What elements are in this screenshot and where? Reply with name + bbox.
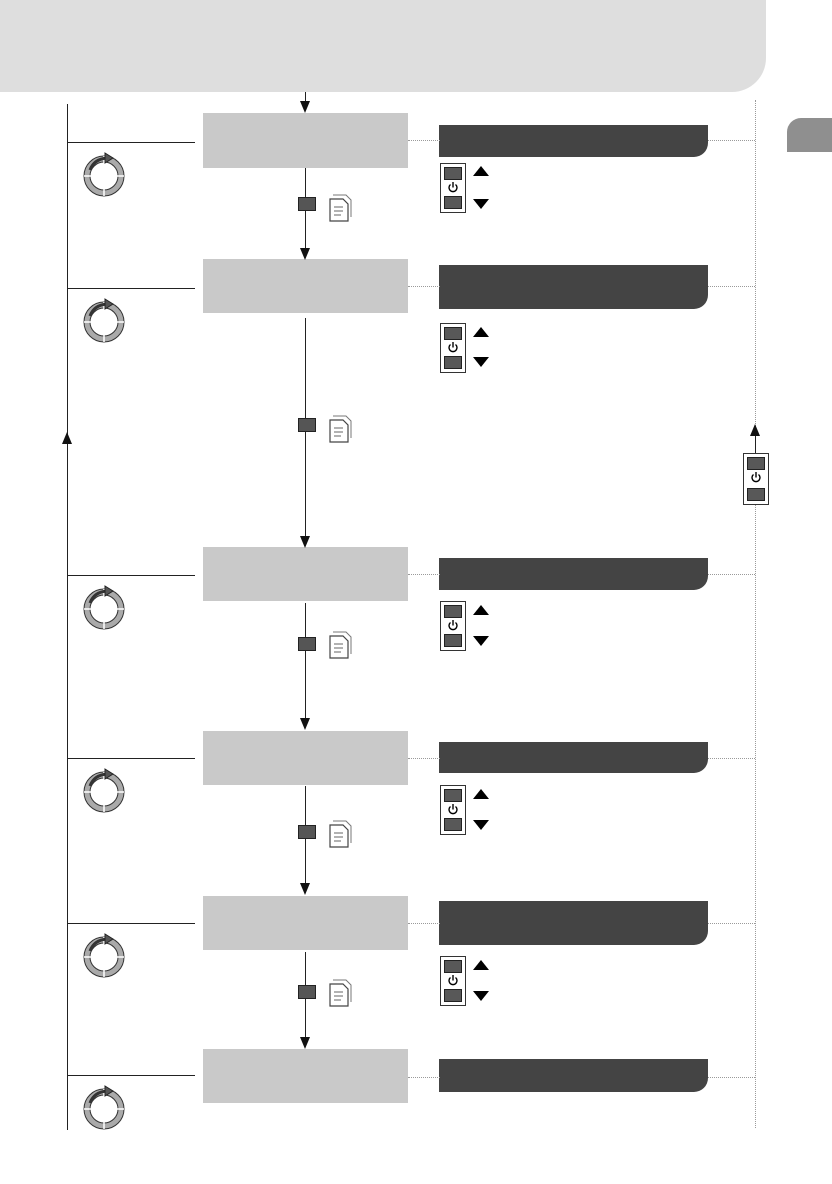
flow-line: [305, 603, 306, 723]
section-line: [67, 288, 195, 289]
down-button[interactable]: [444, 196, 462, 209]
right-dotted-border: [755, 100, 756, 1128]
section-line: [67, 142, 195, 143]
cycle-arrow-icon: [83, 933, 125, 978]
cycle-arrow-icon: [83, 152, 125, 197]
setting-bar-5: [439, 901, 708, 945]
connector: [708, 1077, 755, 1078]
section-line: [67, 923, 195, 924]
up-button[interactable]: [444, 605, 462, 618]
connector: [408, 758, 440, 759]
arrow-down-icon: [473, 636, 489, 646]
power-icon: [751, 472, 761, 483]
power-icon: [448, 975, 458, 986]
down-button[interactable]: [444, 356, 462, 369]
arrow-up-icon: [473, 960, 489, 970]
power-icon: [448, 342, 458, 353]
side-up-button[interactable]: [747, 457, 765, 470]
setting-bar-2: [439, 265, 708, 309]
side-control-panel: [743, 453, 769, 505]
arrow-down-icon: [473, 199, 489, 209]
control-panel-1: [440, 163, 466, 213]
connector: [408, 140, 440, 141]
section-line: [67, 575, 195, 576]
setting-bar-4: [439, 742, 708, 773]
document-pages-icon: [329, 979, 352, 1007]
document-pages-icon: [329, 415, 352, 443]
side-arrow-line: [755, 432, 756, 454]
stop-square-icon: [298, 985, 316, 999]
up-button[interactable]: [444, 167, 462, 180]
connector: [708, 923, 755, 924]
setting-bar-3: [439, 558, 708, 590]
arrow-down-icon: [473, 820, 489, 830]
power-icon: [448, 804, 458, 815]
setting-bar-1: [439, 125, 708, 157]
up-button[interactable]: [444, 327, 462, 340]
setting-bar-6: [439, 1059, 708, 1092]
flow-arrow-down-icon: [300, 718, 310, 730]
step-box-2: [203, 259, 408, 313]
arrow-up-icon: [473, 789, 489, 799]
arrow-down-icon: [473, 357, 489, 367]
arrow-up-icon: [473, 327, 489, 337]
down-button[interactable]: [444, 989, 462, 1002]
arrow-down-icon: [473, 991, 489, 1001]
flow-arrow-down-icon: [300, 883, 310, 895]
control-panel-5: [440, 956, 466, 1006]
arrow-up-icon: [473, 605, 489, 615]
step-box-3: [203, 547, 408, 601]
side-arrow-up-icon: [750, 424, 760, 436]
stop-square-icon: [298, 637, 316, 651]
header-band: [0, 0, 766, 92]
connector: [708, 758, 755, 759]
down-button[interactable]: [444, 634, 462, 647]
flow-arrow-down-icon: [300, 101, 310, 113]
step-box-4: [203, 731, 408, 785]
step-box-5: [203, 896, 408, 950]
cycle-arrow-icon: [83, 585, 125, 630]
side-down-button[interactable]: [747, 488, 765, 501]
connector: [408, 923, 440, 924]
control-panel-3: [440, 601, 466, 651]
power-icon: [448, 182, 458, 193]
cycle-arrow-icon: [83, 298, 125, 343]
return-line: [67, 104, 68, 1130]
page-tab: [787, 118, 832, 152]
control-panel-2: [440, 323, 466, 373]
flow-arrow-down-icon: [300, 248, 310, 260]
document-pages-icon: [329, 820, 352, 848]
connector: [408, 1077, 440, 1078]
document-pages-icon: [329, 194, 352, 222]
return-arrow-up-icon: [62, 432, 72, 444]
stop-square-icon: [298, 418, 316, 432]
up-button[interactable]: [444, 960, 462, 973]
connector: [408, 286, 440, 287]
flow-arrow-down-icon: [300, 536, 310, 548]
connector: [408, 574, 440, 575]
section-line: [67, 758, 195, 759]
stop-square-icon: [298, 825, 316, 839]
step-box-1: [203, 113, 408, 168]
cycle-arrow-icon: [83, 768, 125, 813]
arrow-up-icon: [473, 166, 489, 176]
up-button[interactable]: [444, 789, 462, 802]
control-panel-4: [440, 785, 466, 835]
flow-arrow-down-icon: [300, 1037, 310, 1049]
flow-line: [305, 92, 306, 106]
connector: [708, 574, 755, 575]
cycle-arrow-icon: [83, 1085, 125, 1130]
connector: [708, 140, 755, 141]
down-button[interactable]: [444, 818, 462, 831]
connector: [708, 286, 755, 287]
stop-square-icon: [298, 197, 316, 211]
power-icon: [448, 620, 458, 631]
document-pages-icon: [329, 631, 352, 659]
section-line: [67, 1075, 195, 1076]
step-box-6: [203, 1049, 408, 1103]
